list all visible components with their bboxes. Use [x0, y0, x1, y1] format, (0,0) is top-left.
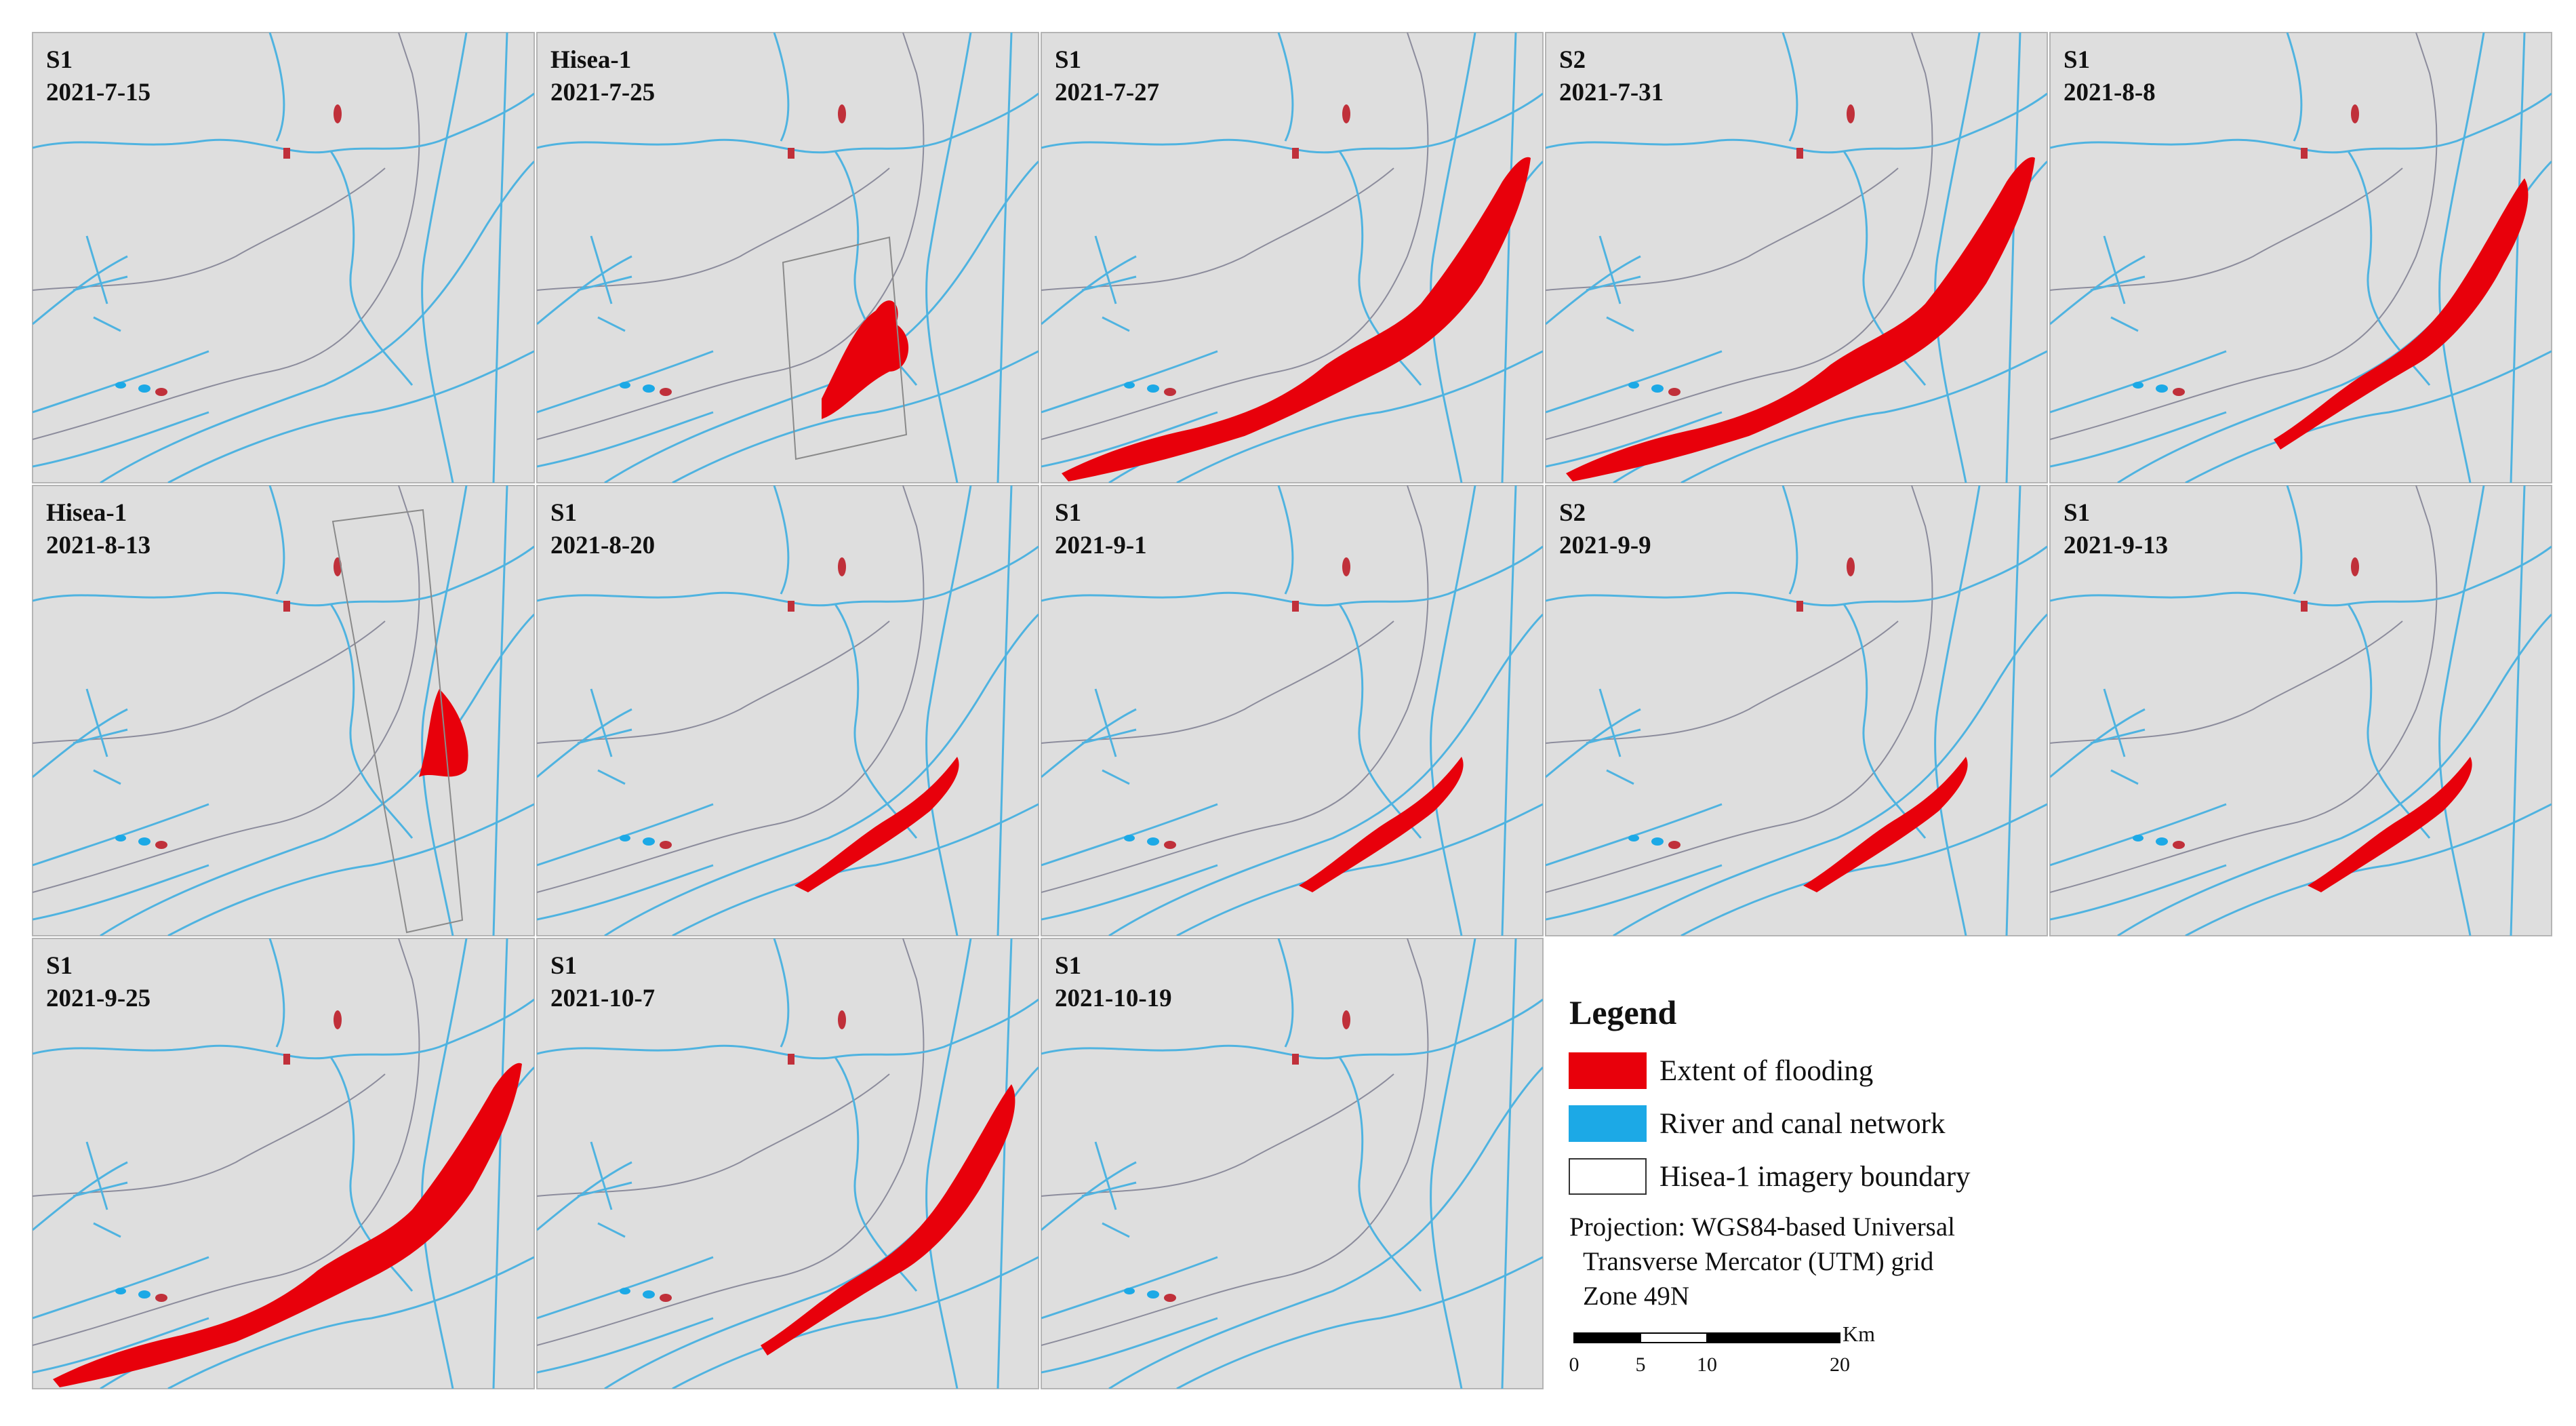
sensor-label: S1	[46, 46, 73, 74]
date-label: 2021-10-19	[1055, 985, 1172, 1012]
sensor-label: S2	[1559, 499, 1586, 527]
date-label: 2021-9-13	[2064, 532, 2168, 559]
date-label: 2021-8-20	[550, 532, 655, 559]
flood-extent	[2274, 178, 2529, 450]
sensor-label: Hisea-1	[46, 499, 127, 527]
flood-extent	[794, 757, 959, 892]
legend-swatch	[1569, 1105, 1647, 1142]
hisea-boundary	[331, 509, 464, 934]
flood-extent	[1566, 157, 2035, 482]
date-label: 2021-7-27	[1055, 79, 1159, 106]
sensor-label: S1	[550, 952, 577, 980]
legend-label: Hisea-1 imagery boundary	[1659, 1161, 1971, 1193]
date-label: 2021-9-25	[46, 985, 150, 1012]
sensor-label: S1	[2064, 499, 2090, 527]
sensor-label: S2	[1559, 46, 1586, 74]
date-label: 2021-9-9	[1559, 532, 1651, 559]
map-panel: S1 2021-9-1	[1041, 485, 1544, 936]
map-panel: Hisea-1 2021-8-13	[32, 485, 535, 936]
map-panel: S1 2021-9-25	[32, 938, 535, 1389]
map-panel: S1 2021-7-15	[32, 32, 535, 483]
flood-extent	[53, 1063, 522, 1387]
legend-label: River and canal network	[1659, 1108, 1946, 1140]
sensor-label: S1	[1055, 952, 1081, 980]
date-label: 2021-7-25	[550, 79, 655, 106]
projection-text: Transverse Mercator (UTM) grid	[1583, 1247, 1934, 1276]
date-label: 2021-7-31	[1559, 79, 1664, 106]
map-panel: S1 2021-8-20	[536, 485, 1039, 936]
flood-extent	[1299, 757, 1464, 892]
legend-swatch	[1569, 1158, 1647, 1195]
flood-extent	[419, 689, 468, 777]
map-panel: S1 2021-8-8	[2049, 32, 2552, 483]
map-panel: S1 2021-7-27	[1041, 32, 1544, 483]
map-panel: S2 2021-7-31	[1545, 32, 2048, 483]
date-label: 2021-8-8	[2064, 79, 2156, 106]
legend-title: Legend	[1569, 993, 1677, 1031]
flood-extent	[822, 300, 909, 419]
sensor-label: S1	[1055, 499, 1081, 527]
scale-tick-label: 10	[1697, 1353, 1717, 1376]
legend-swatch	[1569, 1052, 1647, 1089]
projection-text: Projection: WGS84-based Universal	[1569, 1212, 1955, 1242]
scale-segment	[1640, 1332, 1708, 1343]
flood-extent	[2308, 757, 2472, 892]
sensor-label: S1	[2064, 46, 2090, 74]
legend-label: Extent of flooding	[1659, 1055, 1873, 1087]
scale-tick-label: 0	[1569, 1353, 1579, 1376]
flood-extent	[1062, 157, 1531, 482]
map-panel: S1 2021-10-19	[1041, 938, 1544, 1389]
projection-text: Zone 49N	[1583, 1282, 1689, 1311]
sensor-label: S1	[550, 499, 577, 527]
date-label: 2021-8-13	[46, 532, 150, 559]
sensor-label: S1	[1055, 46, 1081, 74]
date-label: 2021-10-7	[550, 985, 655, 1012]
scale-unit: Km	[1843, 1322, 1875, 1346]
map-panel: S1 2021-9-13	[2049, 485, 2552, 936]
hisea-boundary	[782, 236, 908, 460]
scale-segment	[1706, 1332, 1840, 1343]
map-panel: S1 2021-10-7	[536, 938, 1039, 1389]
sensor-label: S1	[46, 952, 73, 980]
map-panel: S2 2021-9-9	[1545, 485, 2048, 936]
flood-extent	[761, 1084, 1015, 1355]
date-label: 2021-9-1	[1055, 532, 1147, 559]
sensor-label: Hisea-1	[550, 46, 631, 74]
scale-tick-label: 5	[1636, 1353, 1646, 1376]
flood-extent	[1803, 757, 1968, 892]
date-label: 2021-7-15	[46, 79, 150, 106]
scale-segment	[1573, 1332, 1641, 1343]
map-panel: Hisea-1 2021-7-25	[536, 32, 1039, 483]
scale-tick-label: 20	[1830, 1353, 1850, 1376]
